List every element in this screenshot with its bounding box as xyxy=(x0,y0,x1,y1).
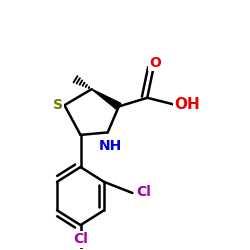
Polygon shape xyxy=(92,89,121,110)
Text: NH: NH xyxy=(98,139,122,153)
Text: O: O xyxy=(150,56,161,70)
Text: OH: OH xyxy=(174,97,200,112)
Text: Cl: Cl xyxy=(74,232,88,246)
Text: Cl: Cl xyxy=(136,186,151,200)
Text: S: S xyxy=(52,98,62,112)
